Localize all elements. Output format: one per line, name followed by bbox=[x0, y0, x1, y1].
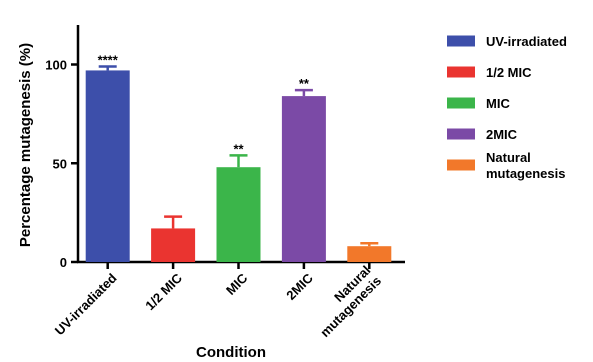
significance-label-3: ** bbox=[233, 141, 244, 156]
x-tick-label-4: 2MIC bbox=[283, 270, 316, 303]
legend-label-line: MIC bbox=[486, 96, 510, 111]
legend-label-2: 1/2 MIC bbox=[486, 65, 532, 80]
legend-label-line: Natural bbox=[486, 150, 531, 165]
x-tick-label-line: UV-irradiated bbox=[52, 270, 120, 338]
legend: UV-irradiated 1/2 MIC MIC 2MIC Natural mutage… bbox=[447, 34, 567, 181]
y-axis-title: Percentage mutagenesis (%) bbox=[17, 43, 34, 247]
legend-swatch-1 bbox=[447, 35, 475, 47]
legend-label-3: MIC bbox=[486, 96, 510, 111]
x-tick-label-5: Naturalmutagenesis bbox=[307, 263, 384, 340]
bar-5 bbox=[347, 246, 392, 262]
legend-label-line: mutagenesis bbox=[486, 166, 565, 181]
significance-label-4: ** bbox=[299, 76, 310, 91]
legend-label-1: UV-irradiated bbox=[486, 34, 567, 49]
x-tick-label-1: UV-irradiated bbox=[52, 270, 120, 338]
significance-label-1: **** bbox=[98, 52, 119, 67]
legend-swatch-4 bbox=[447, 128, 475, 140]
x-tick-label-line: 1/2 MIC bbox=[142, 270, 185, 313]
legend-label-line: 1/2 MIC bbox=[486, 65, 532, 80]
legend-label-line: 2MIC bbox=[486, 127, 518, 142]
bars: ******** bbox=[85, 52, 392, 262]
legend-label-4: 2MIC bbox=[486, 127, 518, 142]
bar-4 bbox=[281, 96, 326, 262]
x-axis-title: Condition bbox=[196, 344, 266, 361]
x-tick-label-line: MIC bbox=[223, 270, 251, 298]
y-tick-label: 100 bbox=[45, 58, 67, 73]
x-tick-label-3: MIC bbox=[223, 270, 251, 298]
legend-label-5: Natural mutagenesis bbox=[486, 150, 565, 181]
legend-swatch-2 bbox=[447, 66, 475, 78]
bar-2 bbox=[151, 228, 196, 262]
y-tick-label: 0 bbox=[60, 255, 67, 270]
x-tick-label-2: 1/2 MIC bbox=[142, 270, 185, 313]
legend-label-line: UV-irradiated bbox=[486, 34, 567, 49]
legend-swatch-5 bbox=[447, 159, 475, 171]
legend-swatch-3 bbox=[447, 97, 475, 109]
y-tick-label: 50 bbox=[53, 156, 67, 171]
bar-3 bbox=[216, 167, 261, 262]
x-tick-labels: UV-irradiated 1/2 MIC MIC 2MIC Naturalmutage… bbox=[52, 263, 384, 340]
x-tick-label-line: 2MIC bbox=[283, 270, 316, 303]
bar-1 bbox=[85, 70, 130, 262]
